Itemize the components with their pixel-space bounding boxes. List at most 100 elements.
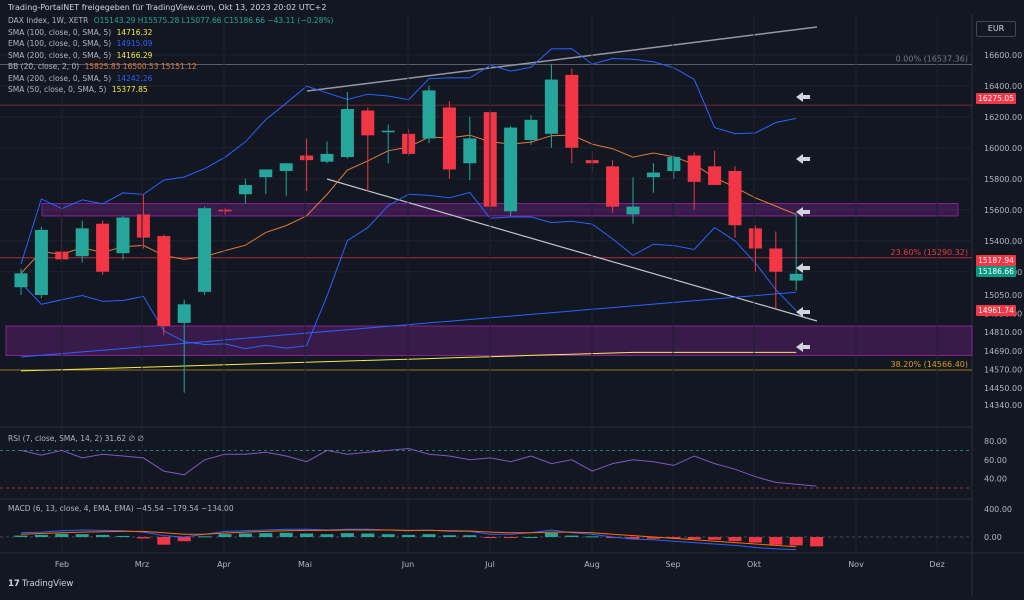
support-zone: [5, 325, 973, 356]
time-axis-label: Sep: [665, 560, 680, 569]
upper-trendline: [306, 26, 818, 92]
price-axis-label: 15800.00: [984, 175, 1022, 184]
macd-histogram-bar: [504, 537, 518, 538]
legend-row-sma100[interactable]: SMA (100, close, 0, SMA, 5) 14716.32: [8, 27, 153, 37]
price-axis-label: 16200.00: [984, 113, 1022, 122]
rsi-label[interactable]: RSI (7, close, SMA, 14, 2) 31.62 ∅ ∅: [8, 434, 144, 443]
candle-body: [381, 130, 395, 133]
time-axis-label: Okt: [747, 560, 761, 569]
macd-line: [20, 528, 797, 551]
legend-row-ema200[interactable]: EMA (200, close, 0, SMA, 5) 14242.26: [8, 73, 153, 83]
candle-body: [606, 166, 620, 207]
rsi-line: [20, 447, 817, 487]
legend-row-ema100[interactable]: EMA (100, close, 0, SMA, 5) 14915.09: [8, 39, 153, 48]
rsi-axis-label: 40.00: [984, 475, 1007, 484]
macd-histogram-bar: [96, 534, 110, 537]
macd-histogram-bar: [442, 535, 456, 537]
macd-histogram-bar: [218, 534, 232, 537]
macd-label[interactable]: MACD (6, 13, close, 4, EMA, EMA) −45.54 …: [8, 504, 234, 513]
arrow-marker-icon: [796, 154, 810, 164]
macd-histogram-bar: [157, 537, 171, 545]
time-axis-label: Jul: [484, 560, 495, 569]
fib-level-label: 23.60% (15290.32): [891, 248, 968, 257]
candle-body: [667, 157, 681, 171]
price-tag-prev-close: 15187.94: [976, 255, 1016, 266]
macd-histogram-bar: [259, 533, 273, 537]
time-axis-label: Feb: [55, 560, 69, 569]
time-axis-label: Mrz: [135, 560, 149, 569]
rsi-axis-label: 60.00: [984, 456, 1007, 465]
macd-histogram-bar: [34, 534, 48, 537]
tradingview-logo-icon: 17: [8, 579, 20, 589]
candle-body: [504, 127, 518, 212]
candle-body: [463, 138, 477, 164]
candle-body: [340, 109, 354, 158]
candle-body: [789, 273, 803, 281]
candle-body: [157, 236, 171, 326]
legend-row-bb[interactable]: BB (20, close, 2, 0) 15825.83 16500.53 1…: [8, 62, 197, 71]
macd-histogram-bar: [748, 537, 762, 543]
legend-row-sma50[interactable]: SMA (50, close, 0, SMA, 5) 15377.85: [8, 85, 148, 94]
price-axis-label: 16400.00: [984, 82, 1022, 91]
macd-histogram-bar: [300, 533, 314, 537]
legend-row-symbol[interactable]: DAX Index, 1W, XETR O15143.29 H15575.28 …: [8, 16, 334, 25]
currency-selector[interactable]: EUR: [976, 21, 1016, 37]
macd-histogram-bar: [463, 535, 477, 537]
candle-body: [748, 228, 762, 249]
macd-histogram-bar: [279, 532, 293, 537]
macd-histogram-bar: [667, 537, 681, 539]
price-axis-label: 14570.00: [984, 365, 1022, 374]
arrow-marker-icon: [796, 263, 810, 273]
macd-histogram-bar: [238, 533, 252, 537]
candle-body: [198, 208, 212, 292]
macd-histogram-bar: [544, 532, 558, 537]
price-axis-label: 15050.00: [984, 291, 1022, 300]
macd-histogram-bar: [75, 534, 89, 537]
arrow-marker-icon: [796, 92, 810, 102]
macd-histogram-bar: [565, 535, 579, 537]
tradingview-logo[interactable]: 17 TradingView: [8, 579, 74, 589]
price-tag-last: 15186.66: [976, 266, 1016, 277]
macd-axis-label: 0.00: [984, 533, 1002, 542]
candle-body: [361, 110, 375, 136]
arrow-marker-icon: [796, 307, 810, 317]
macd-histogram-bar: [55, 533, 69, 537]
candle-body: [626, 206, 640, 215]
price-axis-label: 16000.00: [984, 144, 1022, 153]
macd-histogram-bar: [483, 537, 497, 539]
macd-histogram-bar: [626, 537, 640, 540]
macd-histogram-bar: [381, 534, 395, 537]
sma200-line: [20, 351, 797, 372]
candle-body: [708, 166, 722, 185]
candle-body: [279, 163, 293, 171]
candle-body: [565, 74, 579, 148]
macd-histogram-bar: [524, 537, 538, 538]
price-axis-label: 14340.00: [984, 401, 1022, 410]
candle-body: [646, 172, 660, 178]
arrow-marker-icon: [796, 207, 810, 217]
ema100-line: [20, 291, 797, 358]
macd-histogram-bar: [810, 537, 824, 547]
fib-level-label: 0.00% (16537.36): [896, 54, 968, 63]
rsi-axis-label: 80.00: [984, 437, 1007, 446]
candle-body: [75, 228, 89, 257]
macd-histogram-bar: [402, 534, 416, 537]
macd-histogram-bar: [320, 534, 334, 537]
macd-histogram-bar: [361, 533, 375, 537]
macd-histogram-bar: [422, 534, 436, 537]
price-tag-low: 14961.74: [976, 305, 1016, 316]
candle-body: [687, 155, 701, 182]
price-axis-label: 15600.00: [984, 206, 1022, 215]
macd-histogram-bar: [789, 537, 803, 546]
time-axis-label: Aug: [584, 560, 600, 569]
macd-axis-label: 400.00: [984, 505, 1012, 514]
legend-row-sma200[interactable]: SMA (200, close, 0, SMA, 5) 14166.29: [8, 50, 153, 60]
candle-body: [136, 214, 150, 238]
candle-body: [116, 217, 130, 254]
candle-body: [300, 155, 314, 161]
time-axis-label: Jun: [401, 560, 415, 569]
candle-body: [96, 223, 110, 272]
candle-body: [218, 209, 232, 212]
